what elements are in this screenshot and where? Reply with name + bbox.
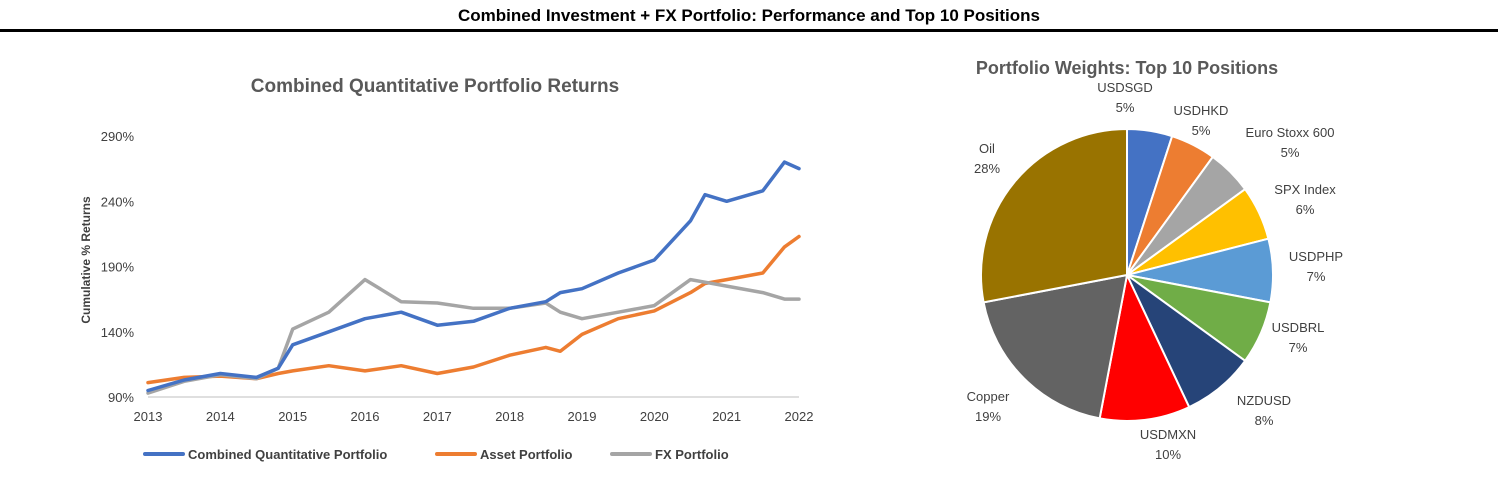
pie-label-name: NZDUSD xyxy=(1237,393,1291,408)
pie-label-percent: 28% xyxy=(974,161,1000,176)
pie-label-percent: 8% xyxy=(1255,413,1274,428)
pie-slice-oil xyxy=(980,127,1128,304)
title-divider xyxy=(0,29,1498,32)
pie-label-name: USDBRL xyxy=(1272,320,1325,335)
pie-label-spx-index: SPX Index 6% xyxy=(1274,182,1336,217)
legend-item-combined-quantitative-portfolio: Combined Quantitative Portfolio xyxy=(143,447,387,462)
y-tick-labels: 90% 140% 190% 240% 290% xyxy=(101,129,135,405)
pie-label-usdmxn: USDMXN 10% xyxy=(1140,427,1196,462)
x-tick-label: 2022 xyxy=(785,409,814,424)
legend-item-asset-portfolio: Asset Portfolio xyxy=(435,447,573,462)
series-line-combined-quantitative-portfolio xyxy=(146,160,801,393)
y-tick-label: 290% xyxy=(101,129,135,144)
page-title: Combined Investment + FX Portfolio: Perf… xyxy=(457,6,1041,25)
x-tick-label: 2013 xyxy=(134,409,163,424)
pie-chart: Portfolio Weights: Top 10 Positions USDS… xyxy=(967,58,1343,462)
legend-label: Asset Portfolio xyxy=(480,447,573,462)
y-tick-label: 190% xyxy=(101,260,135,275)
line-chart-title: Combined Quantitative Portfolio Returns xyxy=(251,76,619,97)
pie-label-name: Oil xyxy=(979,141,995,156)
x-tick-label: 2015 xyxy=(278,409,307,424)
y-tick-label: 140% xyxy=(101,325,135,340)
pie-label-name: Euro Stoxx 600 xyxy=(1246,125,1335,140)
pie-slice-usdmxn xyxy=(1098,271,1191,422)
pie-label-percent: 10% xyxy=(1155,447,1181,462)
line-chart: Combined Quantitative Portfolio Returns … xyxy=(79,76,813,462)
pie-label-usdphp: USDPHP 7% xyxy=(1289,249,1343,284)
pie-label-oil: Oil 28% xyxy=(974,141,1000,176)
pie-label-percent: 5% xyxy=(1116,100,1135,115)
x-tick-label: 2021 xyxy=(712,409,741,424)
pie-slice-copper xyxy=(982,273,1129,420)
pie-label-percent: 5% xyxy=(1192,123,1211,138)
x-tick-label: 2016 xyxy=(351,409,380,424)
x-tick-labels: 2013 2014 2015 2016 2017 2018 2019 2020 2021 2022 xyxy=(134,409,814,424)
x-tick-label: 2017 xyxy=(423,409,452,424)
x-tick-label: 2019 xyxy=(568,409,597,424)
x-tick-label: 2020 xyxy=(640,409,669,424)
pie-label-usdsgd: USDSGD 5% xyxy=(1097,80,1153,115)
y-axis-title: Cumulative % Returns xyxy=(79,196,93,324)
pie-chart-title: Portfolio Weights: Top 10 Positions xyxy=(976,58,1278,78)
pie-label-name: USDMXN xyxy=(1140,427,1196,442)
pie-label-euro-stoxx-600: Euro Stoxx 600 5% xyxy=(1246,125,1335,160)
pie-labels: USDSGD 5% USDHKD 5% Euro Stoxx 600 5% SPX Inde… xyxy=(967,80,1343,462)
series-lines xyxy=(146,160,801,395)
pie-label-name: USDPHP xyxy=(1289,249,1343,264)
y-tick-label: 90% xyxy=(108,390,134,405)
legend: Combined Quantitative Portfolio Asset Por… xyxy=(143,447,729,462)
pie-label-name: USDHKD xyxy=(1174,103,1229,118)
x-tick-label: 2014 xyxy=(206,409,235,424)
pie-label-percent: 7% xyxy=(1307,269,1326,284)
pie-label-percent: 7% xyxy=(1289,340,1308,355)
pie-label-nzdusd: NZDUSD 8% xyxy=(1237,393,1291,428)
legend-label: Combined Quantitative Portfolio xyxy=(188,447,387,462)
pie-label-percent: 6% xyxy=(1296,202,1315,217)
pie-label-name: Copper xyxy=(967,389,1010,404)
legend-item-fx-portfolio: FX Portfolio xyxy=(610,447,729,462)
pie-label-usdhkd: USDHKD 5% xyxy=(1174,103,1229,138)
pie-label-name: SPX Index xyxy=(1274,182,1336,197)
pie-label-percent: 19% xyxy=(975,409,1001,424)
y-tick-label: 240% xyxy=(101,194,135,209)
pie-slices xyxy=(980,127,1274,422)
legend-label: FX Portfolio xyxy=(655,447,729,462)
pie-label-copper: Copper 19% xyxy=(967,389,1010,424)
pie-label-percent: 5% xyxy=(1281,145,1300,160)
pie-label-usdbrl: USDBRL 7% xyxy=(1272,320,1325,355)
x-tick-label: 2018 xyxy=(495,409,524,424)
pie-label-name: USDSGD xyxy=(1097,80,1153,95)
